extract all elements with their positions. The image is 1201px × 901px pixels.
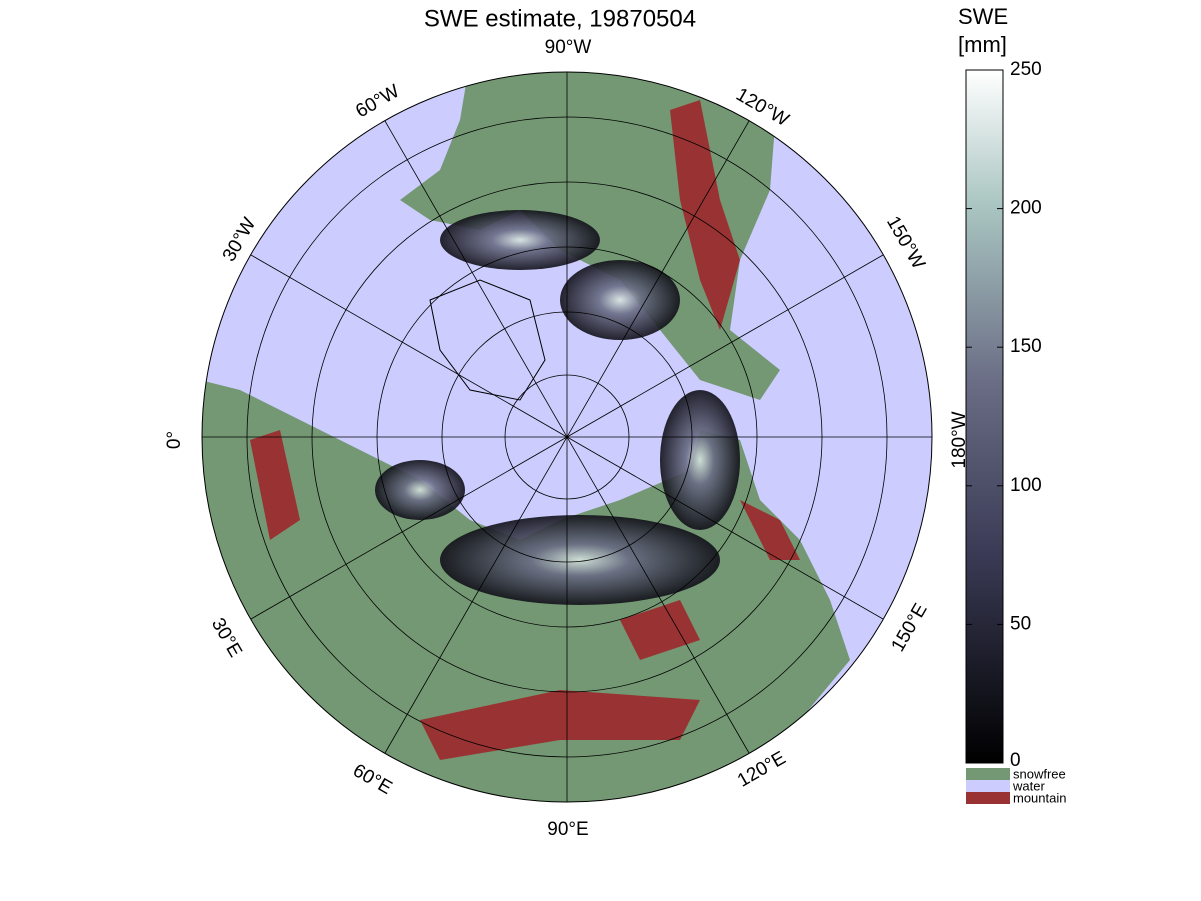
tick-label: 50: [1010, 613, 1031, 634]
tick-label: 150: [1010, 336, 1042, 357]
legend-swatch: [966, 768, 1010, 780]
colorbar-label: [mm]: [958, 32, 1007, 57]
legend-label: snowfree: [1013, 766, 1066, 781]
map: [202, 72, 932, 802]
map-frame: [201, 71, 933, 803]
longitude-label: 150°E: [887, 600, 931, 656]
snow-na-east: [560, 260, 680, 340]
legend-label: water: [1012, 778, 1045, 793]
colorbar-label: SWE: [958, 4, 1008, 29]
snow-siberia: [440, 515, 720, 605]
legend-swatch: [966, 792, 1010, 804]
snow-scandinavia: [375, 460, 465, 520]
greenland-outline: [429, 279, 546, 401]
longitude-label: 180°W: [949, 411, 970, 468]
longitude-label: 0°: [164, 431, 185, 449]
graticule: [202, 72, 932, 802]
tick-label: 0: [1010, 750, 1021, 771]
legend-label: mountain: [1013, 790, 1066, 805]
colorbar: [965, 69, 1004, 764]
longitude-label: 90°W: [545, 37, 592, 58]
tick-label: 100: [1010, 475, 1042, 496]
longitude-label: 150°W: [882, 213, 929, 273]
snow-na-west: [440, 210, 600, 270]
title: SWE estimate, 19870504: [424, 5, 696, 32]
longitude-label: 60°E: [349, 760, 395, 799]
longitude-label: 30°E: [207, 615, 246, 661]
legend-swatch: [966, 780, 1010, 792]
tick-label: 250: [1010, 59, 1042, 80]
snow-siberia-east: [660, 390, 740, 530]
longitude-label: 90°E: [547, 819, 588, 840]
colorbar-ticks: 0 50 100 150 200 250: [966, 59, 1042, 771]
tick-label: 200: [1010, 198, 1042, 219]
